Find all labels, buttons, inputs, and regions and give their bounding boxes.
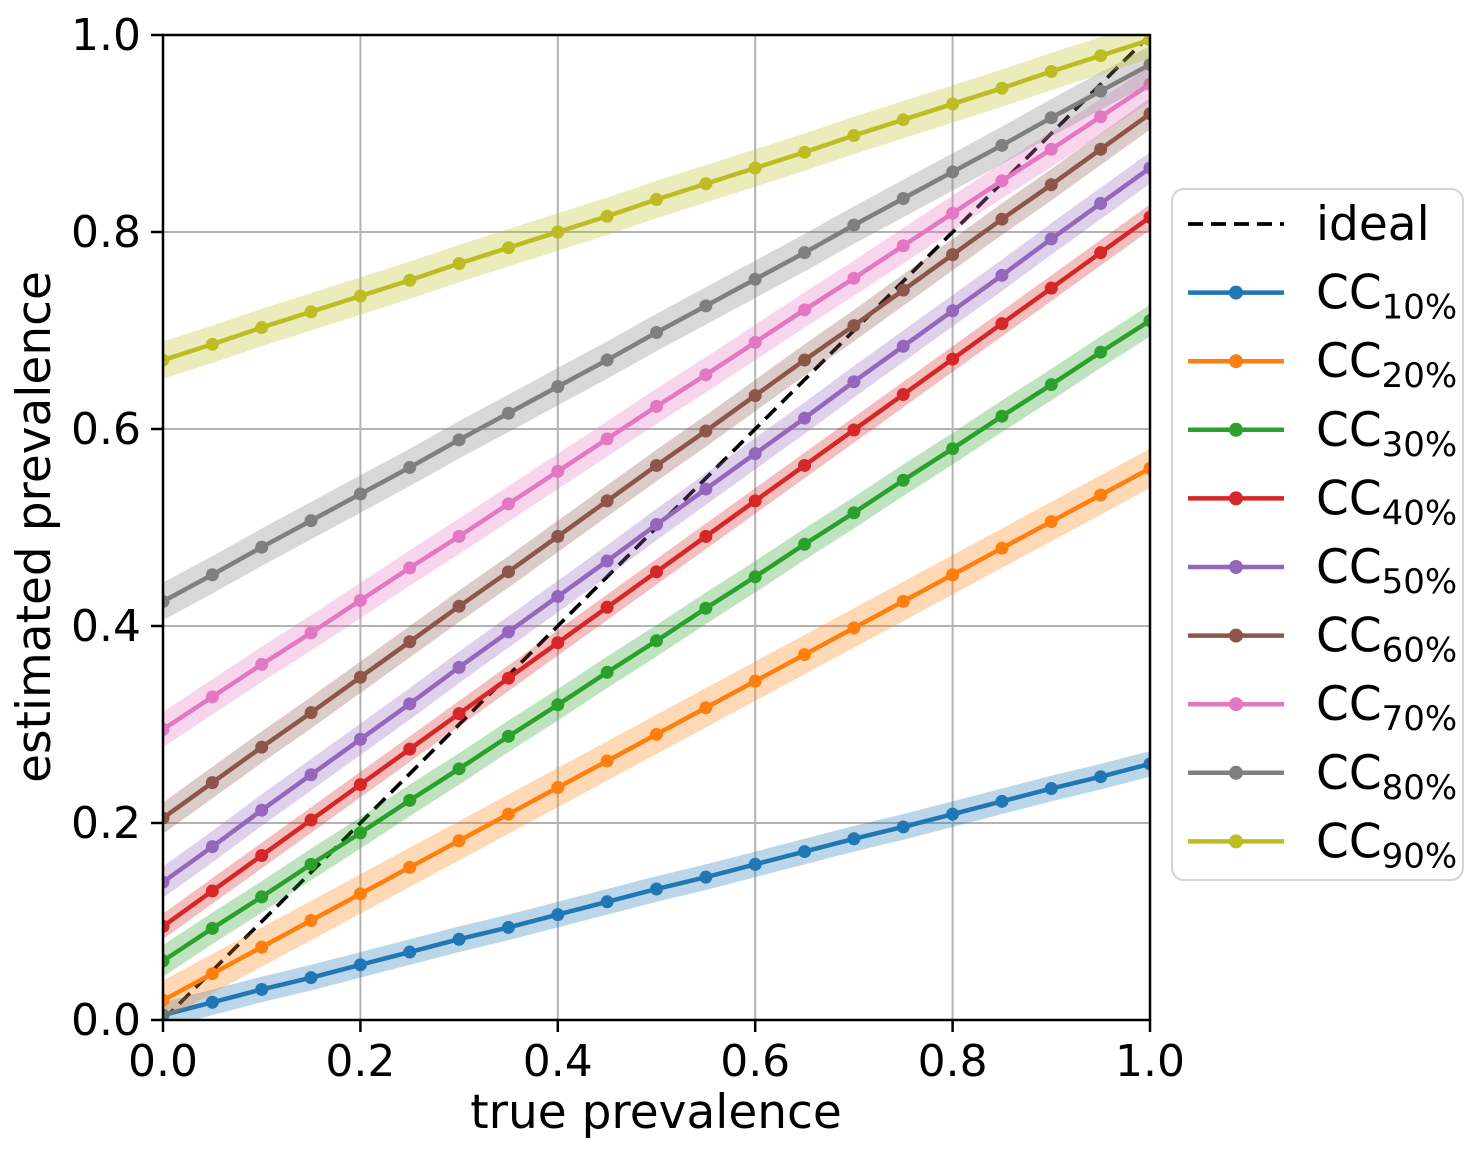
series-markers-cc90 — [163, 35, 1150, 367]
series-markers-cc10 — [163, 757, 1150, 1020]
x-tick-label-0.4: 0.4 — [523, 1036, 593, 1087]
legend-label-cc10: CC10% — [1316, 266, 1457, 328]
legend-item-cc30: CC30% — [1188, 403, 1457, 465]
legend-label-cc50: CC50% — [1316, 540, 1457, 602]
legend-marker-cc40 — [1229, 491, 1243, 506]
legend-marker-cc20 — [1229, 354, 1243, 369]
legend-marker-cc30 — [1229, 422, 1243, 437]
y-tick-label-0.2: 0.2 — [71, 798, 141, 849]
legend-item-cc40: CC40% — [1188, 471, 1457, 533]
y-tick-label-0.6: 0.6 — [71, 404, 141, 455]
legend-marker-cc70 — [1229, 697, 1243, 712]
plot-area — [163, 35, 1150, 1020]
axes-spines — [161, 33, 1152, 1022]
legend-label-cc40: CC40% — [1316, 471, 1457, 533]
legend-label-cc70: CC70% — [1316, 677, 1457, 739]
x-axis-label: true prevalence — [470, 1085, 842, 1140]
series-markers-cc30 — [163, 314, 1150, 968]
legend-label-cc90: CC90% — [1316, 814, 1457, 876]
legend-label-cc30: CC30% — [1316, 403, 1457, 465]
legend-marker-cc50 — [1229, 560, 1243, 574]
series-markers-cc60 — [163, 107, 1150, 825]
series-markers-cc80 — [163, 58, 1150, 608]
x-tick-label-0.8: 0.8 — [918, 1036, 988, 1087]
y-tick-label-1.0: 1.0 — [71, 10, 141, 61]
y-tick-label-0.0: 0.0 — [71, 995, 141, 1046]
legend: ideal CC10%CC20% CC30%CC40% CC50% CC60%CC70%… — [1171, 188, 1464, 881]
series-markers-cc20 — [163, 461, 1150, 1007]
x-tick-label-1.0: 1.0 — [1115, 1036, 1185, 1087]
ticks: 0.0 0.2 0.4 0.6 0.8 1.0 0.0 0.2 0.4 0.6 0.8 1.0 — [71, 10, 1185, 1087]
legend-item-cc10: CC10% — [1188, 266, 1457, 328]
y-tick-label-0.4: 0.4 — [71, 601, 141, 652]
legend-item-cc60: CC60% — [1188, 609, 1457, 671]
legend-item-cc80: CC80% — [1188, 746, 1457, 808]
legend-marker-cc60 — [1229, 628, 1243, 643]
x-tick-label-0.6: 0.6 — [720, 1036, 790, 1087]
legend-item-cc50: CC50% — [1188, 540, 1457, 602]
legend-item-ideal: ideal — [1188, 197, 1430, 252]
legend-item-cc90: CC90% — [1188, 814, 1457, 876]
legend-marker-cc80 — [1229, 765, 1243, 780]
x-tick-label-0.0: 0.0 — [128, 1036, 198, 1087]
legend-label-ideal: ideal — [1316, 197, 1430, 252]
legend-marker-cc90 — [1229, 834, 1243, 849]
legend-label-cc20: CC20% — [1316, 334, 1457, 396]
y-tick-label-0.8: 0.8 — [71, 207, 141, 258]
series-markers-cc40 — [163, 210, 1150, 933]
series-markers-cc70 — [163, 77, 1150, 736]
legend-item-cc20: CC20% — [1188, 334, 1457, 396]
legend-item-cc70: CC70% — [1188, 677, 1457, 739]
y-axis-label: estimated prevalence — [7, 271, 62, 783]
series-markers-cc50 — [163, 161, 1150, 889]
legend-label-cc60: CC60% — [1316, 609, 1457, 671]
legend-label-cc80: CC80% — [1316, 746, 1457, 808]
legend-marker-cc10 — [1229, 285, 1243, 300]
x-tick-label-0.2: 0.2 — [325, 1036, 395, 1087]
